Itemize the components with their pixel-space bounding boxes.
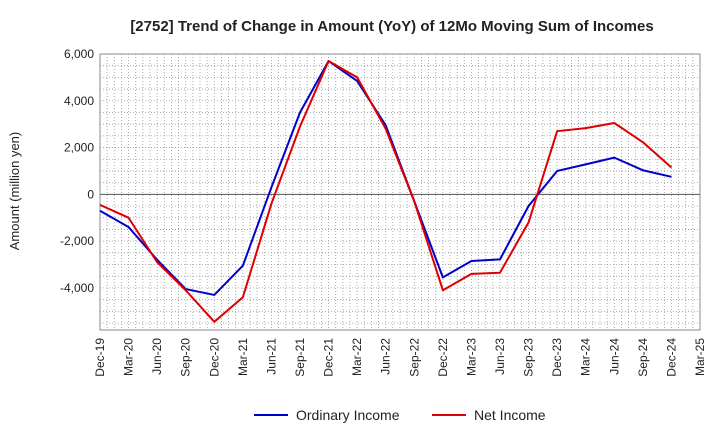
x-tick-label: Mar-22: [350, 338, 364, 376]
x-tick-label: Sep-20: [179, 338, 193, 377]
x-tick-label: Mar-21: [236, 338, 250, 376]
x-tick-label: Jun-24: [607, 338, 621, 375]
x-tick-label: Jun-20: [150, 338, 164, 375]
y-tick-label: 6,000: [64, 47, 94, 61]
plot-area: -4,000 -2,000 0 2,000 4,000 6,000 Dec-19 Mar-20…: [60, 47, 707, 377]
y-tick-label: -4,000: [60, 281, 94, 295]
series-line-ordinary-income: [99, 60, 672, 296]
x-tick-label: Mar-25: [693, 338, 707, 376]
x-tick-label: Jun-22: [379, 338, 393, 375]
x-tick-label: Dec-22: [436, 338, 450, 377]
y-tick-label: 0: [87, 187, 94, 201]
x-tick-label: Mar-24: [579, 338, 593, 376]
x-tick-label: Sep-24: [636, 338, 650, 377]
x-tick-label: Dec-19: [93, 338, 107, 377]
y-axis-label: Amount (million yen): [7, 132, 22, 251]
legend-label: Ordinary Income: [296, 407, 400, 423]
x-tick-label: Jun-23: [493, 338, 507, 375]
y-tick-label: 2,000: [64, 141, 94, 155]
x-tick-label: Mar-23: [464, 338, 478, 376]
legend: Ordinary Income Net Income: [254, 407, 546, 423]
x-tick-label: Jun-21: [264, 338, 278, 375]
legend-label: Net Income: [474, 407, 546, 423]
y-tick-label: -2,000: [60, 234, 94, 248]
series-line-net-income: [99, 60, 673, 323]
x-tick-label: Dec-24: [664, 338, 678, 377]
x-tick-label: Sep-23: [522, 338, 536, 377]
x-tick-label: Dec-20: [207, 338, 221, 377]
x-tick-label: Mar-20: [122, 338, 136, 376]
x-tick-label: Sep-21: [293, 338, 307, 377]
x-tick-label: Sep-22: [407, 338, 421, 377]
chart-title: [2752] Trend of Change in Amount (YoY) o…: [130, 18, 653, 35]
x-tick-label: Dec-21: [322, 338, 336, 377]
x-tick-label: Dec-23: [550, 338, 564, 377]
y-tick-label: 4,000: [64, 94, 94, 108]
